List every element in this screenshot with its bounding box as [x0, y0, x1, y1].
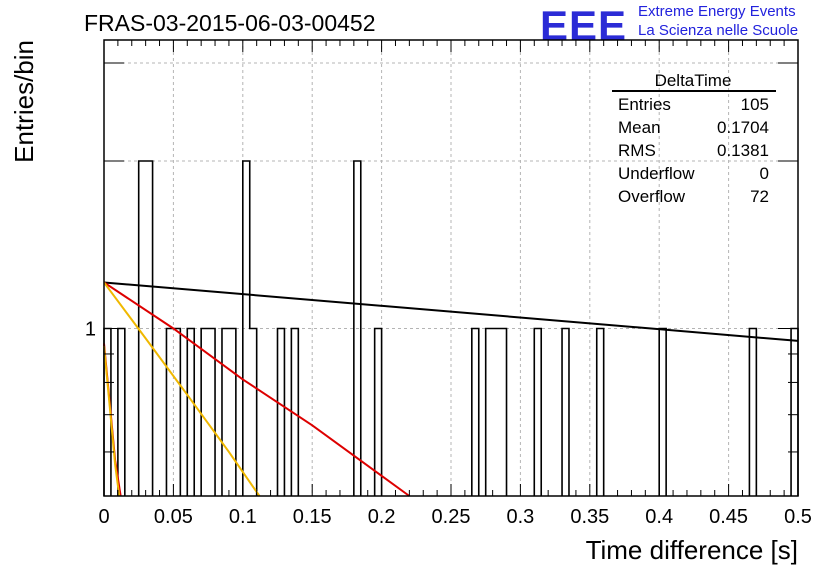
stats-label-entries: Entries	[618, 95, 671, 114]
stats-value-rms: 0.1381	[717, 141, 769, 160]
y-tick-label: 1	[85, 319, 96, 341]
stats-value-underflow: 0	[760, 164, 769, 183]
stats-value-mean: 0.1704	[717, 118, 769, 137]
histogram-bin	[562, 329, 569, 496]
stats-value-entries: 105	[741, 95, 769, 114]
stats-label-rms: RMS	[618, 141, 656, 160]
x-tick-label: 0.4	[645, 506, 673, 528]
histogram-bin	[749, 329, 756, 496]
stats-title: DeltaTime	[655, 71, 732, 90]
x-tick-label: 0.2	[368, 506, 396, 528]
stats-label-underflow: Underflow	[618, 164, 695, 183]
fit-curve	[103, 281, 261, 497]
histogram-bin	[278, 329, 285, 496]
brand-line-1: Extreme Energy Events	[638, 3, 796, 20]
histogram-bin	[146, 161, 153, 496]
histogram-bin	[229, 329, 236, 496]
x-tick-label: 0.3	[506, 506, 534, 528]
axis-ticks: 0 0.05 0.1 0.15 0.2 0.25 0.3 0.35 0.4 0.45 0.5 1	[85, 40, 812, 528]
histogram-bin	[243, 161, 250, 496]
histogram-bin	[500, 329, 507, 496]
histogram-bin	[187, 329, 194, 496]
x-tick-label: 0	[98, 506, 109, 528]
histogram-bin	[166, 329, 173, 496]
brand-line-2: La Scienza nelle Scuole	[638, 22, 799, 39]
x-tick-label: 0.25	[432, 506, 471, 528]
x-tick-label: 0.15	[293, 506, 332, 528]
stats-label-mean: Mean	[618, 118, 661, 137]
stats-value-overflow: 72	[750, 187, 769, 206]
histogram-bin	[472, 329, 479, 496]
fit-curve	[103, 281, 410, 497]
fit-curves	[103, 281, 799, 497]
histogram-bin	[173, 329, 180, 496]
fit-curve	[103, 345, 121, 497]
stats-label-overflow: Overflow	[618, 187, 686, 206]
x-tick-label: 0.1	[229, 506, 257, 528]
x-axis-label: Time difference [s]	[586, 535, 798, 565]
histogram-bin	[486, 329, 493, 496]
x-tick-label: 0.5	[784, 506, 812, 528]
histogram-bin	[250, 329, 257, 496]
stats-box: DeltaTime Entries 105 Mean 0.1704 RMS 0.…	[612, 71, 776, 206]
histogram-bin	[597, 329, 604, 496]
histogram-bin	[354, 161, 361, 496]
histogram-bin	[222, 329, 229, 496]
histogram-bin	[659, 329, 666, 496]
histogram-bin	[139, 161, 146, 496]
x-tick-label: 0.05	[154, 506, 193, 528]
eee-logo: EEE	[540, 2, 628, 49]
x-tick-label: 0.45	[709, 506, 748, 528]
fit-curve	[103, 281, 799, 342]
histogram-bin	[493, 329, 500, 496]
x-tick-label: 0.35	[570, 506, 609, 528]
plot-title: FRAS-03-2015-06-03-00452	[84, 10, 376, 36]
y-axis-label: Entries/bin	[9, 40, 39, 163]
histogram-bin	[534, 329, 541, 496]
histogram-bin	[118, 329, 125, 496]
